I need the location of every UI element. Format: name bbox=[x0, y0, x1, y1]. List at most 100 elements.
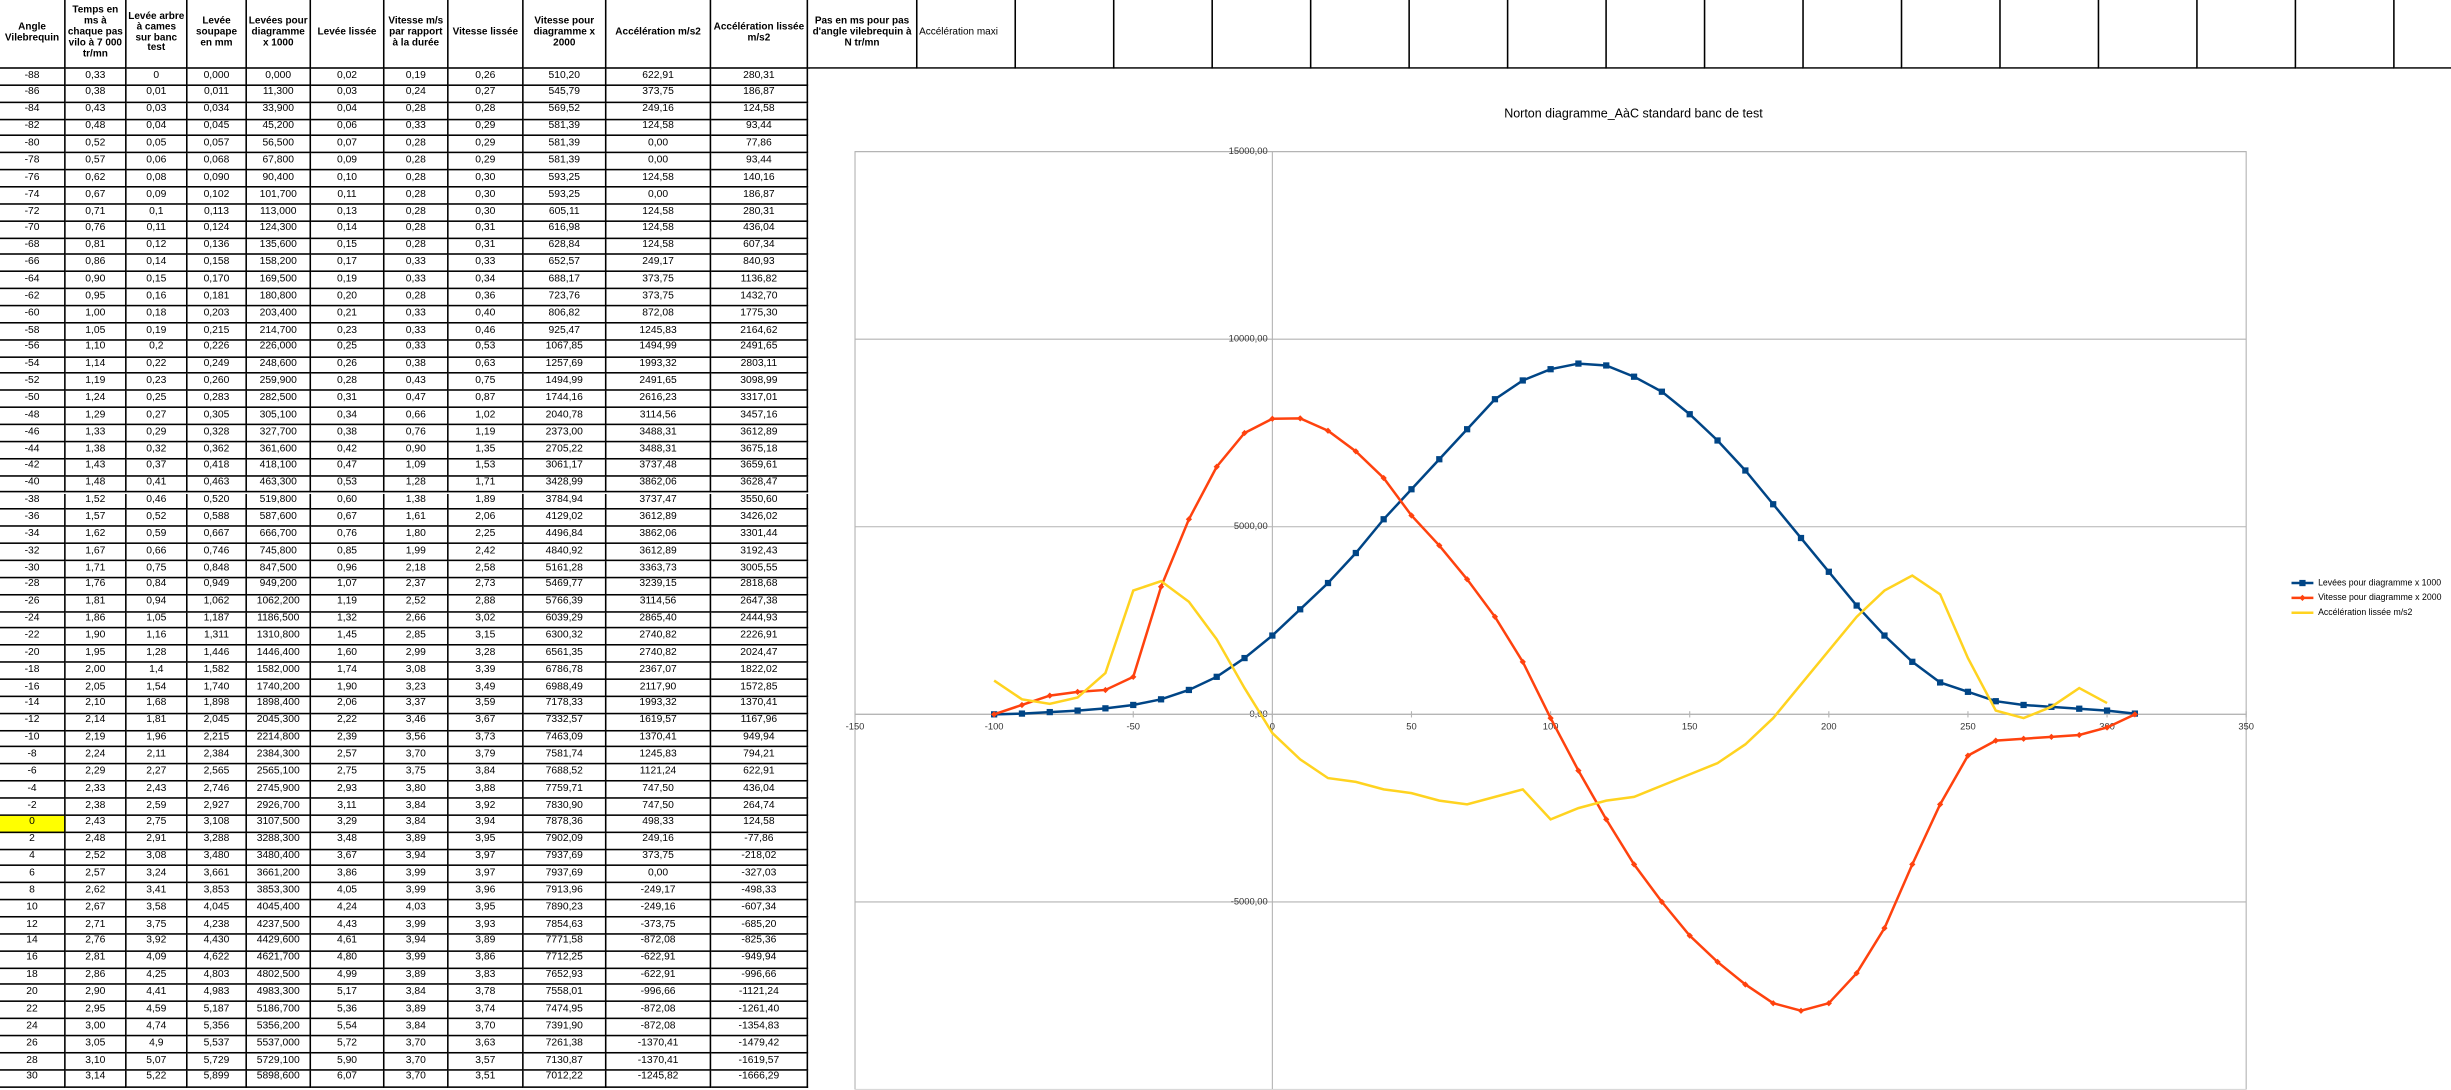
table-cell: 3,92 bbox=[126, 934, 188, 952]
column-header: Levée lissée bbox=[311, 0, 385, 69]
table-cell: 2,045 bbox=[187, 713, 247, 731]
table-cell: 305,100 bbox=[246, 408, 312, 426]
table-cell: 124,58 bbox=[606, 238, 712, 256]
x-tick-label: 50 bbox=[1406, 721, 1416, 731]
marker bbox=[1213, 673, 1220, 680]
table-cell: 2,05 bbox=[65, 679, 127, 697]
table-cell: 3,97 bbox=[448, 849, 524, 867]
table-cell: 3,288 bbox=[187, 832, 247, 850]
table-cell: 723,76 bbox=[523, 289, 607, 307]
table-cell: 0,28 bbox=[448, 102, 524, 120]
table-cell: 18 bbox=[0, 968, 66, 986]
table-cell: 2,14 bbox=[65, 713, 127, 731]
chart-title: Norton diagramme_AàC standard banc de te… bbox=[1504, 106, 1763, 120]
marker bbox=[1797, 534, 1805, 542]
table-cell: 0,418 bbox=[187, 459, 247, 477]
column-header: Levée soupape en mm bbox=[187, 0, 247, 69]
table-cell: 0,46 bbox=[126, 493, 188, 511]
table-cell: 1,311 bbox=[187, 628, 247, 646]
table-cell: 0,03 bbox=[126, 102, 188, 120]
table-cell: 1619,57 bbox=[606, 713, 712, 731]
table-cell: 3612,89 bbox=[606, 510, 712, 528]
table-cell: 2,43 bbox=[65, 815, 127, 833]
table-cell: 14 bbox=[0, 934, 66, 952]
chart-background bbox=[809, 68, 2451, 1090]
table-cell: 0,034 bbox=[187, 102, 247, 120]
table-cell: 0,33 bbox=[384, 272, 449, 290]
table-cell: 2,25 bbox=[448, 527, 524, 545]
table-cell: 3,853 bbox=[187, 883, 247, 901]
table-cell: 0,28 bbox=[384, 102, 449, 120]
table-cell: -622,91 bbox=[606, 951, 712, 969]
table-cell: 280,31 bbox=[711, 204, 809, 222]
table-cell: 7463,09 bbox=[523, 730, 607, 748]
table-cell: 2,75 bbox=[311, 764, 385, 782]
table-cell: 0,588 bbox=[187, 510, 247, 528]
table-cell: 4,99 bbox=[311, 968, 385, 986]
table-cell: 0,00 bbox=[606, 136, 712, 154]
table-cell: 3428,99 bbox=[523, 476, 607, 494]
table-cell: -44 bbox=[0, 442, 66, 460]
table-cell: 1,446 bbox=[187, 645, 247, 663]
table-cell: 3,75 bbox=[126, 917, 188, 935]
table-cell: -327,03 bbox=[711, 866, 809, 884]
table-cell: 4045,400 bbox=[246, 900, 312, 918]
marker bbox=[1742, 467, 1749, 474]
table-cell: 4,622 bbox=[187, 951, 247, 969]
table-cell: 6786,78 bbox=[523, 662, 607, 680]
table-cell: 3,92 bbox=[448, 798, 524, 816]
table-cell: 1,09 bbox=[384, 459, 449, 477]
column-header: Accélération m/s2 bbox=[606, 0, 712, 69]
table-cell: 2214,800 bbox=[246, 730, 312, 748]
table-cell: 30 bbox=[0, 1070, 66, 1088]
table-cell: 3,57 bbox=[448, 1053, 524, 1071]
marker bbox=[2076, 705, 2083, 712]
table-cell: 3301,44 bbox=[711, 527, 809, 545]
column-header: Angle Vilebrequin bbox=[0, 0, 66, 69]
table-cell: -66 bbox=[0, 255, 66, 273]
marker bbox=[1352, 448, 1359, 455]
table-cell: 124,300 bbox=[246, 221, 312, 239]
table-cell: -1261,40 bbox=[711, 1002, 809, 1020]
table-cell: 0,43 bbox=[65, 102, 127, 120]
table-cell: 0,124 bbox=[187, 221, 247, 239]
table-cell: 3,93 bbox=[448, 917, 524, 935]
table-cell: 0,32 bbox=[126, 442, 188, 460]
table-cell: 124,58 bbox=[606, 170, 712, 188]
table-cell: 3,74 bbox=[448, 1002, 524, 1020]
table-cell: 2,22 bbox=[311, 713, 385, 731]
marker bbox=[1491, 613, 1499, 620]
table-cell: 3,84 bbox=[384, 1019, 449, 1037]
table-cell: 7391,90 bbox=[523, 1019, 607, 1037]
table-cell: 1,60 bbox=[311, 645, 385, 663]
marker bbox=[1130, 673, 1137, 680]
table-cell: 0,46 bbox=[448, 323, 524, 341]
table-cell: 3,108 bbox=[187, 815, 247, 833]
table-cell: 0,52 bbox=[126, 510, 188, 528]
marker bbox=[1770, 1000, 1777, 1007]
table-cell: -64 bbox=[0, 272, 66, 290]
table-cell: 1,05 bbox=[126, 611, 188, 629]
table-cell: 2,90 bbox=[65, 985, 127, 1003]
table-cell: 4,430 bbox=[187, 934, 247, 952]
marker bbox=[1102, 705, 1109, 712]
empty-header-cell bbox=[1606, 0, 1706, 69]
table-cell: 0,25 bbox=[126, 391, 188, 409]
marker bbox=[1241, 429, 1248, 437]
marker bbox=[1380, 474, 1387, 482]
table-cell: 0,2 bbox=[126, 340, 188, 358]
table-cell: 0,667 bbox=[187, 527, 247, 545]
marker bbox=[1575, 360, 1582, 367]
table-cell: 1,19 bbox=[448, 425, 524, 443]
table-cell: 373,75 bbox=[606, 272, 712, 290]
table-cell: -26 bbox=[0, 595, 66, 612]
table-cell: 5729,100 bbox=[246, 1053, 312, 1071]
table-cell: 545,79 bbox=[523, 85, 607, 103]
table-cell: -685,20 bbox=[711, 917, 809, 935]
table-cell: -36 bbox=[0, 510, 66, 528]
table-cell: 6039,29 bbox=[523, 611, 607, 629]
table-cell: -50 bbox=[0, 391, 66, 409]
table-cell: 0,136 bbox=[187, 238, 247, 256]
table-cell: 22 bbox=[0, 1002, 66, 1020]
